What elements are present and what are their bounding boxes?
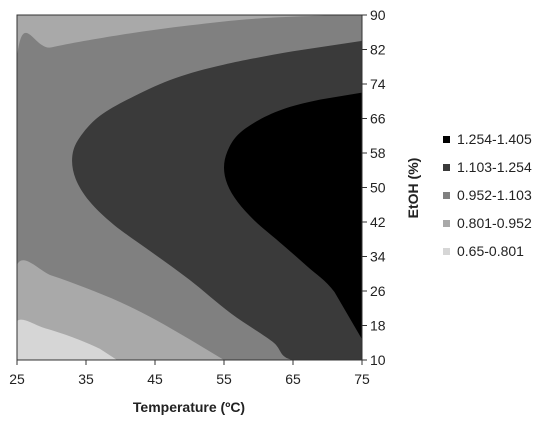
x-tick-label: 65: [285, 371, 301, 387]
x-tick-label: 75: [354, 371, 370, 387]
legend-label: 1.254-1.405: [457, 131, 532, 147]
legend-label: 0.65-0.801: [457, 243, 524, 259]
legend-item: 0.801-0.952: [443, 215, 532, 231]
y-tick-label: 26: [370, 283, 386, 299]
y-tick-label: 74: [370, 76, 386, 92]
x-axis-title: Temperature (ºC): [133, 399, 245, 415]
y-tick-label: 90: [370, 7, 386, 23]
x-tick-label: 25: [9, 371, 25, 387]
y-tick-label: 66: [370, 111, 386, 127]
y-tick-label: 82: [370, 42, 386, 58]
contour-region-1.254-1.405: [224, 92, 362, 340]
contour-region-0.65-0.801: [17, 319, 118, 360]
x-tick-label: 35: [78, 371, 94, 387]
y-axis-title: EtOH (%): [405, 158, 421, 219]
legend-swatch: [443, 248, 450, 255]
y-tick-label: 10: [370, 352, 386, 368]
legend-item: 0.65-0.801: [443, 243, 524, 259]
legend-swatch: [443, 220, 450, 227]
y-tick-label: 42: [370, 214, 386, 230]
x-tick-label: 55: [216, 371, 232, 387]
legend-label: 0.801-0.952: [457, 215, 532, 231]
contour-region-0.801-0.952: [17, 260, 224, 360]
x-tick-label: 45: [147, 371, 163, 387]
legend-swatch: [443, 192, 450, 199]
y-tick-label: 34: [370, 249, 386, 265]
legend-swatch: [443, 136, 450, 143]
y-tick-label: 58: [370, 145, 386, 161]
legend-swatch: [443, 164, 450, 171]
legend-item: 1.103-1.254: [443, 159, 532, 175]
legend-item: 1.254-1.405: [443, 131, 532, 147]
legend: 1.254-1.405 1.103-1.254 0.952-1.103 0.801-0…: [443, 131, 532, 259]
y-axis: 10 18 26 34 42 50 58 66 74 82 90: [362, 7, 386, 368]
legend-label: 1.103-1.254: [457, 159, 532, 175]
y-tick-label: 50: [370, 180, 386, 196]
legend-item: 0.952-1.103: [443, 187, 532, 203]
legend-label: 0.952-1.103: [457, 187, 532, 203]
y-tick-label: 18: [370, 318, 386, 334]
contour-regions: [17, 15, 362, 360]
x-axis: 25 35 45 55 65 75: [9, 360, 370, 387]
